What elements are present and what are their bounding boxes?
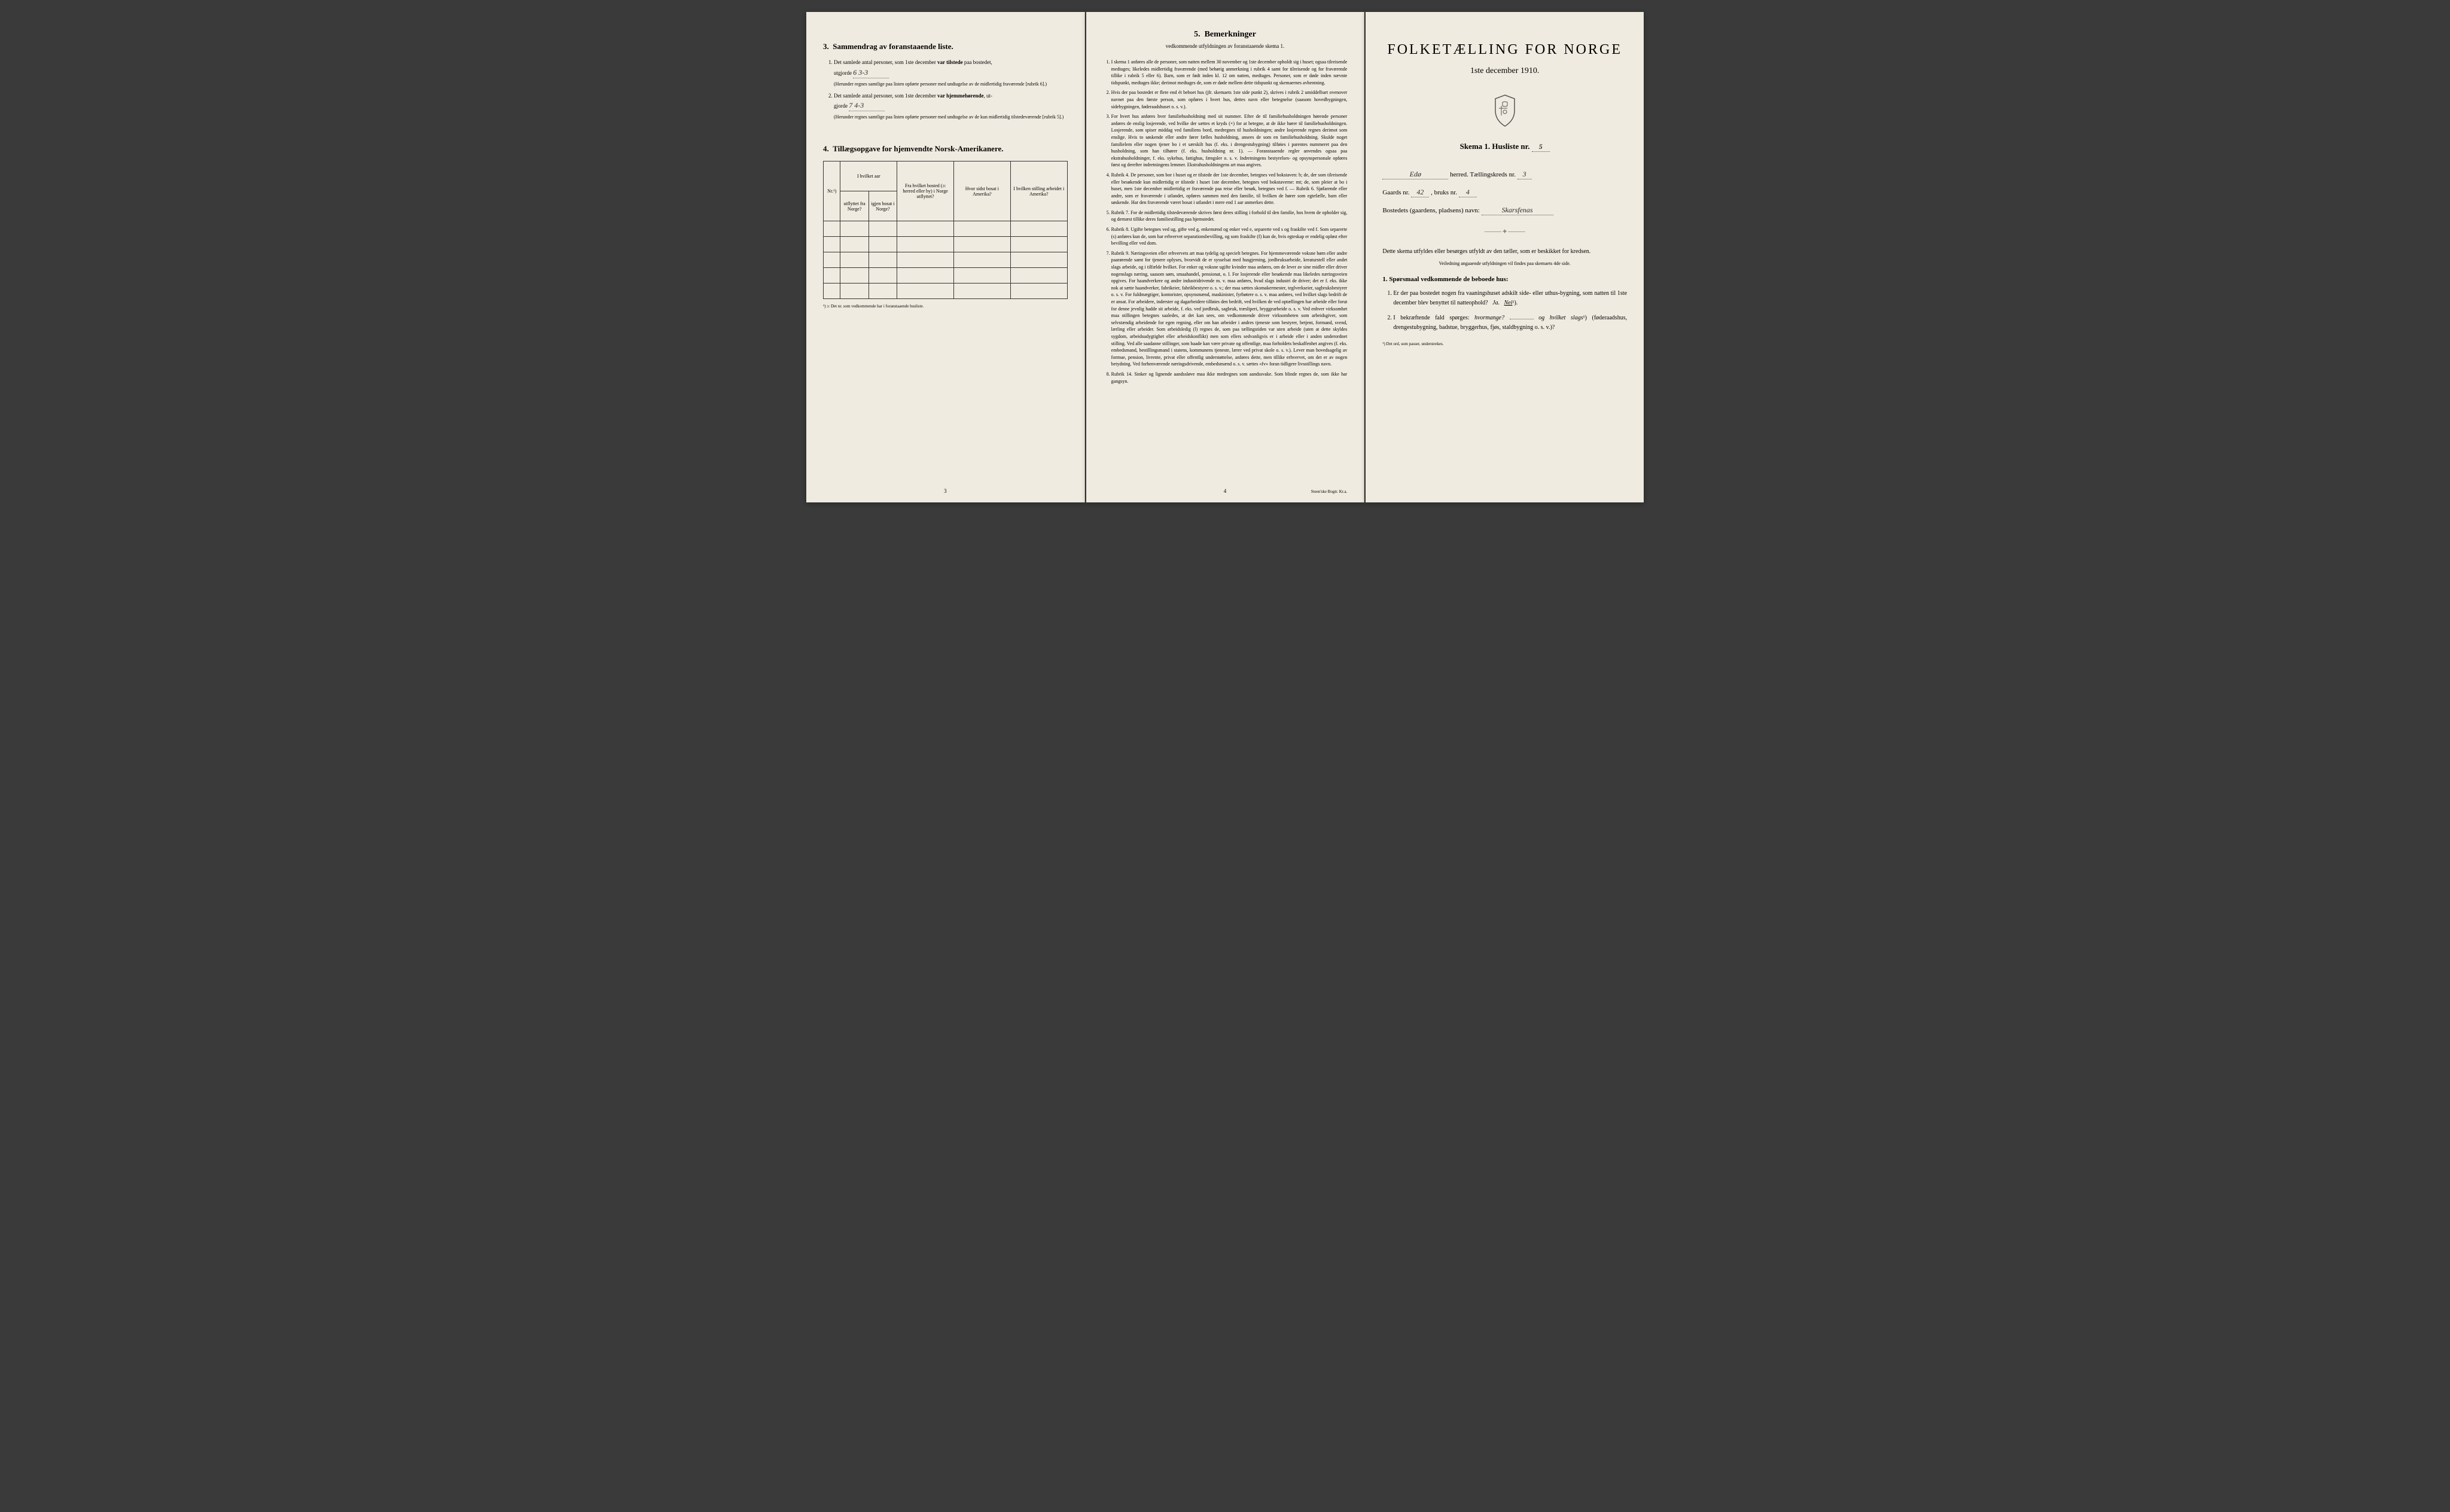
gaards-line: Gaards nr. 42 , bruks nr. 4 xyxy=(1382,188,1627,197)
coat-of-arms-icon xyxy=(1491,94,1519,127)
section-3-header: 3. Sammendrag av foranstaaende liste. xyxy=(823,42,1068,51)
remark-3: For hvert hus anføres hver familiehushol… xyxy=(1111,113,1348,169)
hjemme-value: 7 4-3 xyxy=(849,100,885,111)
kreds-value: 3 xyxy=(1517,170,1532,179)
herred-line: Edø herred. Tællingskreds nr. 3 xyxy=(1382,170,1627,179)
table-footnote: ¹) ɔ: Det nr. som vedkommende har i fora… xyxy=(823,304,1068,309)
th-aar: I hvilket aar xyxy=(840,161,897,191)
remark-6: Rubrik 8. Ugifte betegnes ved ug, gifte … xyxy=(1111,226,1348,247)
census-title: FOLKETÆLLING FOR NORGE xyxy=(1382,42,1627,58)
table-row xyxy=(824,252,1068,268)
question-heading: 1. Spørsmaal vedkommende de beboede hus: xyxy=(1382,276,1627,283)
table-row xyxy=(824,221,1068,237)
page-3: 3. Sammendrag av foranstaaende liste. De… xyxy=(806,12,1085,502)
page-number-3: 3 xyxy=(944,488,947,494)
bosted-navn: Skarsfenas xyxy=(1482,206,1553,215)
section-5-subtitle: vedkommende utfyldningen av foranstaaend… xyxy=(1103,43,1348,49)
right-footnote: ¹) Det ord, som passer, understrekes. xyxy=(1382,342,1627,346)
husliste-nr: 5 xyxy=(1532,142,1550,152)
th-amerika: Hvor sidst bosat i Amerika? xyxy=(954,161,1011,221)
remark-4: Rubrik 4. De personer, som bor i huset o… xyxy=(1111,172,1348,206)
table-row xyxy=(824,237,1068,252)
herred-value: Edø xyxy=(1382,170,1448,179)
page-number-4: 4 xyxy=(1224,488,1227,494)
bruks-nr: 4 xyxy=(1459,188,1477,197)
tilstede-value: 6 3-3 xyxy=(853,67,889,78)
census-date: 1ste december 1910. xyxy=(1382,66,1627,76)
summary-item-2: Det samlede antal personer, som 1ste dec… xyxy=(834,92,1068,121)
question-list: Er der paa bostedet nogen fra vaaningshu… xyxy=(1382,289,1627,332)
remark-2: Hvis der paa bostedet er flere end ét be… xyxy=(1111,89,1348,110)
amerikanere-table: Nr.¹) I hvilket aar Fra hvilket bosted (… xyxy=(823,161,1068,299)
gaards-nr: 42 xyxy=(1411,188,1429,197)
th-utflyttet: utflyttet fra Norge? xyxy=(840,191,869,221)
remark-5: Rubrik 7. For de midlertidig tilstedevær… xyxy=(1111,209,1348,223)
th-igjen: igjen bosat i Norge? xyxy=(869,191,897,221)
bosted-line: Bostedets (gaardens, pladsens) navn: Ska… xyxy=(1382,206,1627,215)
th-stilling: I hvilken stilling arbeidet i Amerika? xyxy=(1010,161,1067,221)
divider-ornament: ⸻✦⸻ xyxy=(1382,226,1627,236)
remarks-list: I skema 1 anføres alle de personer, som … xyxy=(1103,59,1348,385)
th-bosted: Fra hvilket bosted (ɔ: herred eller by) … xyxy=(897,161,954,221)
summary-item-1: Det samlede antal personer, som 1ste dec… xyxy=(834,59,1068,87)
instructions-small: Veiledning angaaende utfyldningen vil fi… xyxy=(1382,261,1627,266)
item2-note: (Herunder regnes samtlige paa listen opf… xyxy=(834,114,1068,120)
remark-8: Rubrik 14. Sinker og lignende aandssløve… xyxy=(1111,371,1348,385)
item1-note: (Herunder regnes samtlige paa listen opf… xyxy=(834,81,1068,87)
remark-1: I skema 1 anføres alle de personer, som … xyxy=(1111,59,1348,86)
census-document: 3. Sammendrag av foranstaaende liste. De… xyxy=(806,12,1644,502)
nei-answer: Nei xyxy=(1504,300,1513,306)
page-4: 5. Bemerkninger vedkommende utfyldningen… xyxy=(1086,12,1365,502)
section-5-header: 5. Bemerkninger xyxy=(1103,30,1348,39)
instructions-text: Dette skema utfyldes eller besørges utfy… xyxy=(1382,247,1627,256)
question-2: I bekræftende fald spørges: hvormange? o… xyxy=(1393,313,1627,332)
th-nr: Nr.¹) xyxy=(824,161,840,221)
title-page: FOLKETÆLLING FOR NORGE 1ste december 191… xyxy=(1366,12,1644,502)
remark-7: Rubrik 9. Næringsveien eller erhvervets … xyxy=(1111,250,1348,368)
section-3-list: Det samlede antal personer, som 1ste dec… xyxy=(823,59,1068,120)
section-4-header: 4. Tillægsopgave for hjemvendte Norsk-Am… xyxy=(823,144,1068,154)
table-row xyxy=(824,268,1068,284)
table-row xyxy=(824,284,1068,299)
skema-line: Skema 1. Husliste nr. 5 xyxy=(1382,142,1627,152)
question-1: Er der paa bostedet nogen fra vaaningshu… xyxy=(1393,289,1627,307)
printer-credit: Steen'ske Bogtr. Kr.a. xyxy=(1311,489,1348,494)
